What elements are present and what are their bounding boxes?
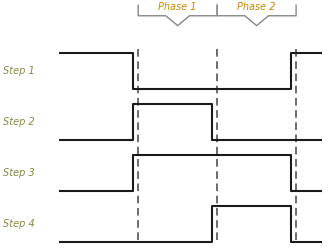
Text: Phase 1: Phase 1 [158,2,197,12]
Text: Step 2: Step 2 [3,117,35,127]
Text: Step 3: Step 3 [3,168,35,178]
Text: Step 1: Step 1 [3,66,35,76]
Text: Step 4: Step 4 [3,220,35,230]
Text: Phase 2: Phase 2 [237,2,276,12]
